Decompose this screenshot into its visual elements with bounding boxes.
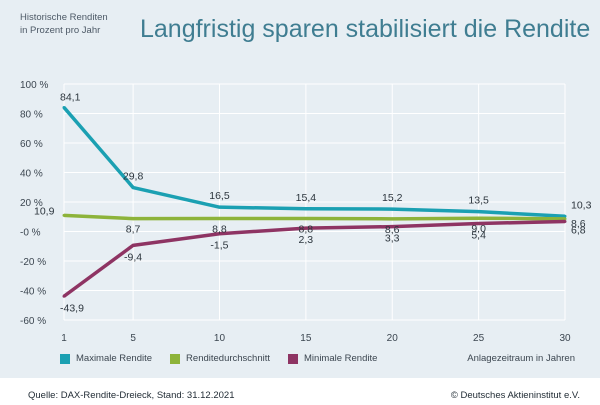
- data-label-max: 16,5: [209, 190, 230, 202]
- legend-item-avg: Renditedurchschnitt: [170, 353, 270, 364]
- legend-item-max: Maximale Rendite: [60, 353, 152, 364]
- data-label-avg: 8,8: [212, 224, 227, 236]
- y-tick-label: 20 %: [20, 198, 43, 209]
- line-avg: [63, 213, 566, 221]
- legend-item-min: Minimale Rendite: [288, 353, 377, 364]
- point-min: [477, 222, 481, 226]
- legend-label-avg: Renditedurchschnitt: [186, 353, 271, 364]
- y-tick-label: -60 %: [20, 316, 46, 327]
- data-label-min: -9,4: [124, 251, 142, 263]
- footer: Quelle: DAX-Rendite-Dreieck, Stand: 31.1…: [0, 378, 600, 405]
- point-avg: [304, 217, 308, 221]
- x-tick-label: 15: [300, 333, 312, 344]
- data-label-min: 5,4: [471, 230, 486, 242]
- y-tick-label: -0 %: [20, 228, 41, 239]
- line-chart: 100 % 80 % 60 % 40 % 20 % -0 % -20 % -40 % -60 %…: [20, 80, 592, 344]
- x-axis-label: Anlagezeitraum in Jahren: [467, 353, 575, 364]
- x-tick-label: 20: [387, 333, 399, 344]
- point-max: [304, 207, 308, 211]
- chart-panel: [0, 0, 600, 378]
- y-axis-ticks: 100 % 80 % 60 % 40 % 20 % -0 % -20 % -40 % -60 %: [20, 80, 48, 327]
- y-tick-label: -40 %: [20, 287, 46, 298]
- chart-legend: Maximale Rendite Renditedurchschnitt Min…: [60, 353, 377, 364]
- data-label-max: 29,8: [123, 171, 144, 183]
- data-label-min: 2,3: [299, 234, 314, 246]
- data-label-avg: 10,9: [34, 205, 55, 217]
- data-label-max: 84,1: [60, 91, 81, 103]
- legend-swatch-avg: [170, 353, 181, 364]
- data-labels: 84,1 29,8 16,5 15,4 15,2 13,5 10,3 10,9 8,7 8,8 8,…: [34, 91, 592, 314]
- chart-title: Langfristig sparen stabilisiert die Rend…: [140, 15, 591, 43]
- point-min: [62, 294, 66, 298]
- grid-lines: [63, 83, 566, 321]
- point-max: [477, 210, 481, 214]
- y-tick-label: 40 %: [20, 169, 43, 180]
- point-min: [217, 232, 221, 236]
- copyright-note: © Deutsches Aktieninstitut e.V.: [450, 390, 580, 401]
- y-tick-label: 100 %: [20, 80, 48, 91]
- chart-subtitle: Historische Renditen in Prozent pro Jahr: [20, 11, 108, 37]
- x-tick-label: 1: [61, 333, 67, 344]
- legend-label-min: Minimale Rendite: [304, 353, 378, 364]
- x-tick-label: 30: [559, 333, 571, 344]
- y-tick-label: 80 %: [20, 110, 43, 121]
- x-tick-label: 10: [214, 333, 226, 344]
- point-avg: [217, 217, 221, 221]
- point-min: [131, 243, 135, 247]
- subtitle-line-1: Historische Renditen: [20, 12, 108, 23]
- point-max: [131, 186, 135, 190]
- y-tick-label: -20 %: [20, 257, 46, 268]
- data-label-max: 13,5: [468, 195, 489, 207]
- data-label-min: -43,9: [60, 302, 84, 314]
- x-tick-label: 25: [473, 333, 485, 344]
- point-avg: [477, 216, 481, 220]
- point-max: [563, 214, 567, 218]
- y-tick-label: 60 %: [20, 139, 43, 150]
- data-label-avg: 8,7: [126, 224, 141, 236]
- x-axis-ticks: 1 5 10 15 20 25 30: [61, 333, 571, 344]
- point-min: [390, 225, 394, 229]
- point-avg: [390, 217, 394, 221]
- data-label-avg: 8,6: [385, 224, 400, 236]
- data-label-avg: 9,0: [471, 223, 486, 235]
- point-avg: [563, 217, 567, 221]
- data-label-avg: 8,8: [299, 224, 314, 236]
- data-label-max: 10,3: [571, 199, 592, 211]
- point-max: [62, 105, 66, 109]
- data-label-max: 15,2: [382, 192, 403, 204]
- series-lines: [62, 105, 567, 298]
- subtitle-line-2: in Prozent pro Jahr: [20, 25, 101, 36]
- data-label-min: -1,5: [210, 240, 228, 252]
- data-label-avg: 8,6: [571, 218, 586, 230]
- legend-swatch-max: [60, 353, 70, 364]
- point-max: [217, 205, 221, 209]
- point-max: [390, 207, 394, 211]
- point-avg: [62, 213, 66, 217]
- data-label-max: 15,4: [296, 192, 317, 204]
- source-note: Quelle: DAX-Rendite-Dreieck, Stand: 31.1…: [28, 390, 235, 401]
- point-min: [304, 226, 308, 230]
- legend-swatch-min: [288, 353, 299, 364]
- data-label-min: 3,3: [385, 233, 400, 245]
- point-min: [563, 219, 567, 223]
- legend-label-max: Maximale Rendite: [76, 353, 153, 364]
- x-tick-label: 5: [130, 333, 136, 344]
- point-avg: [131, 217, 135, 221]
- data-label-min: 6,8: [571, 224, 586, 236]
